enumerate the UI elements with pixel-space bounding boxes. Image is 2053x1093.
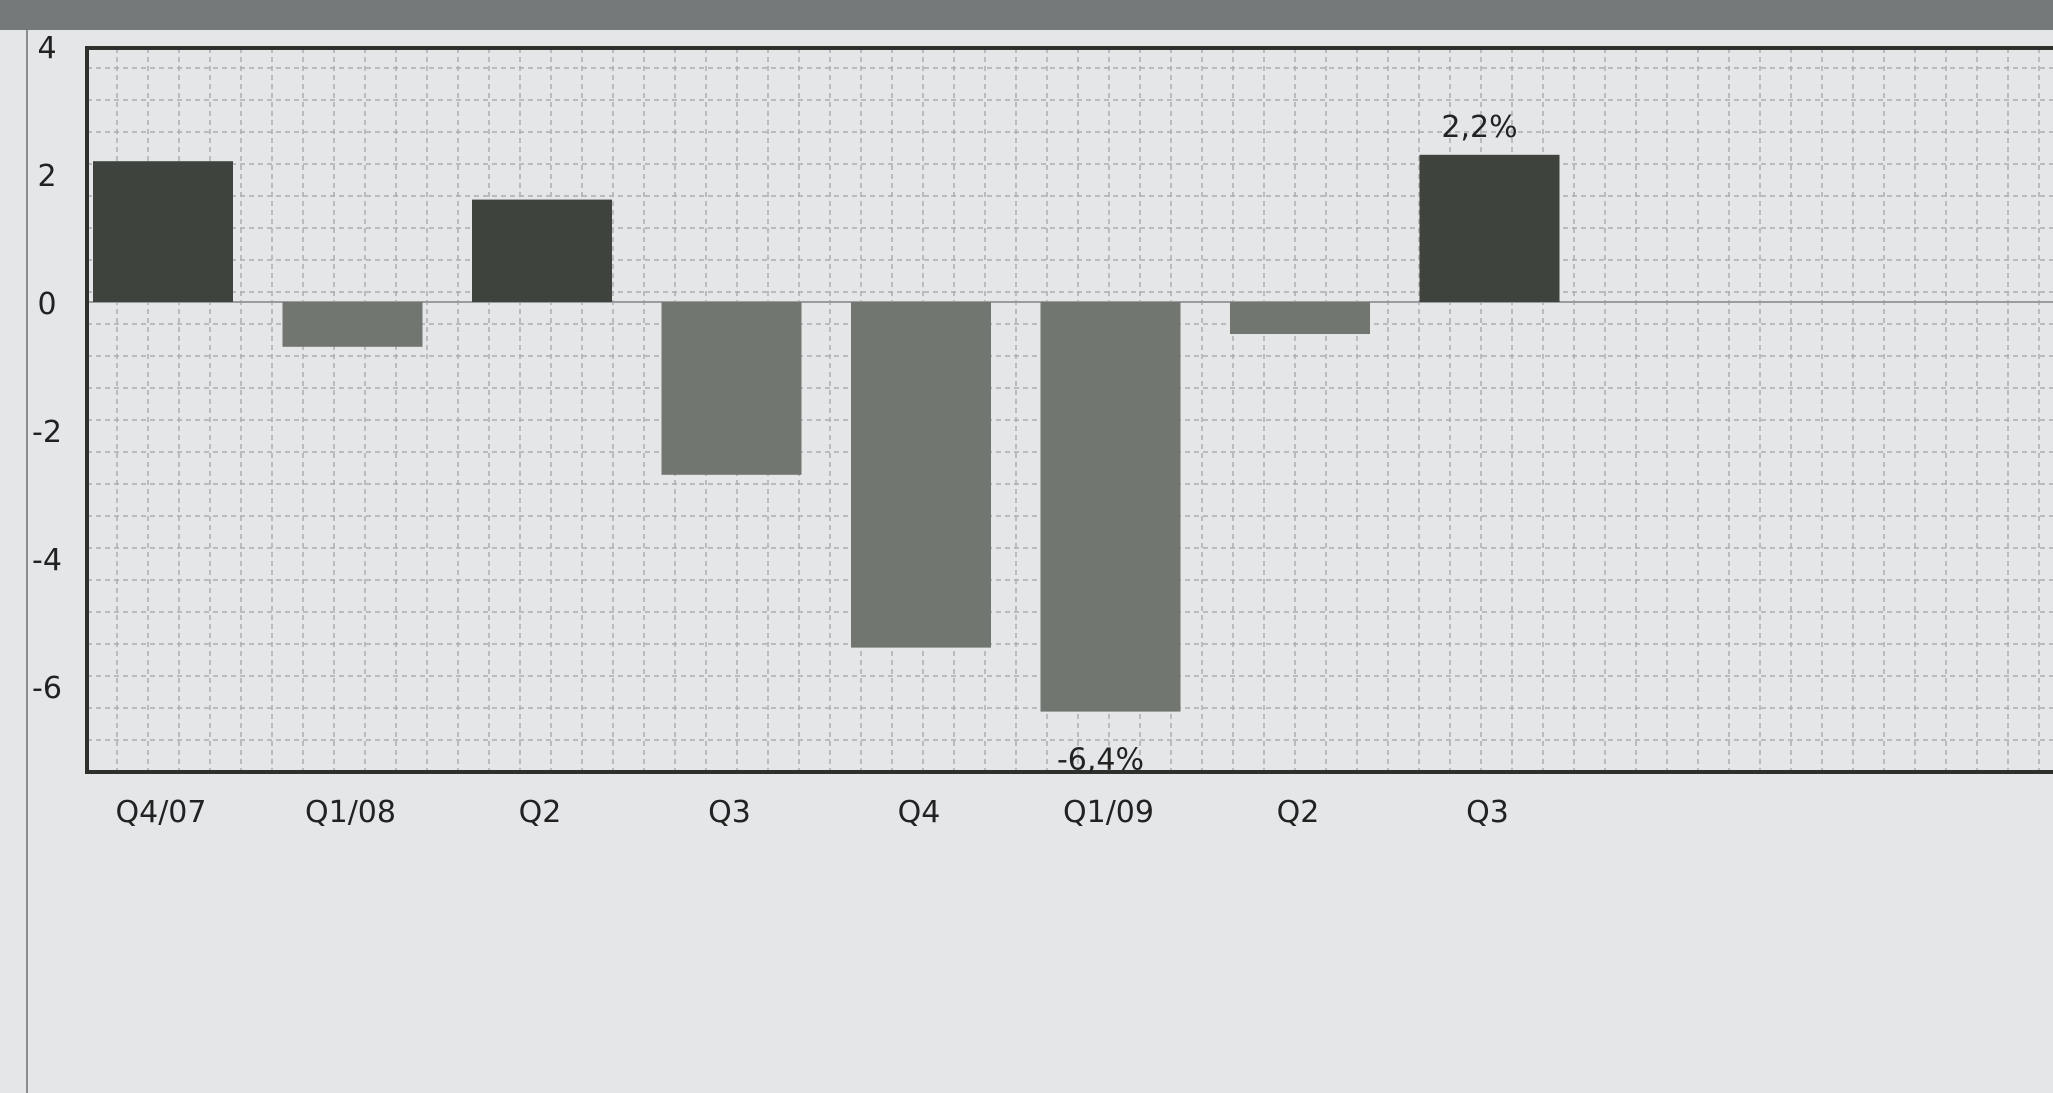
bar-8 [1419, 154, 1560, 302]
x-tick-label: Q2 [519, 795, 562, 830]
bar-5 [851, 302, 991, 648]
x-tick-label: Q1/08 [305, 795, 396, 830]
y-tick-label: 2 [37, 159, 56, 194]
plot-frame [85, 46, 2053, 774]
y-tick-label: -6 [32, 671, 62, 706]
data-label: -6,4% [1057, 743, 1144, 778]
y-tick-label: -4 [32, 543, 62, 578]
x-tick-label: Q4/07 [116, 795, 207, 830]
y-tick-label: 0 [37, 287, 56, 322]
y-tick-label: -2 [32, 415, 62, 450]
bar-2 [282, 302, 423, 347]
x-tick-label: Q1/09 [1063, 795, 1154, 830]
x-tick-label: Q3 [708, 795, 751, 830]
x-axis-ticks: Q4/07 Q1/08 Q2 Q3 Q4 Q1/09 Q2 Q3 [116, 795, 1509, 830]
bar-3 [472, 199, 612, 302]
bar-7 [1230, 302, 1370, 334]
bar-4 [661, 302, 802, 475]
y-tick-label: 4 [37, 31, 56, 66]
x-tick-label: Q2 [1277, 795, 1320, 830]
data-label: 2,2% [1441, 110, 1517, 145]
x-tick-label: Q4 [898, 795, 941, 830]
x-tick-label: Q3 [1466, 795, 1509, 830]
header-band [0, 0, 2053, 30]
y-axis-ticks: 4 2 0 -2 -4 -6 [32, 31, 62, 706]
bar-6 [1040, 302, 1181, 712]
bar-1 [93, 161, 233, 302]
bars [93, 154, 1560, 712]
page-background [0, 30, 2053, 1093]
data-labels: -6,4% 2,2% [1057, 110, 1518, 778]
